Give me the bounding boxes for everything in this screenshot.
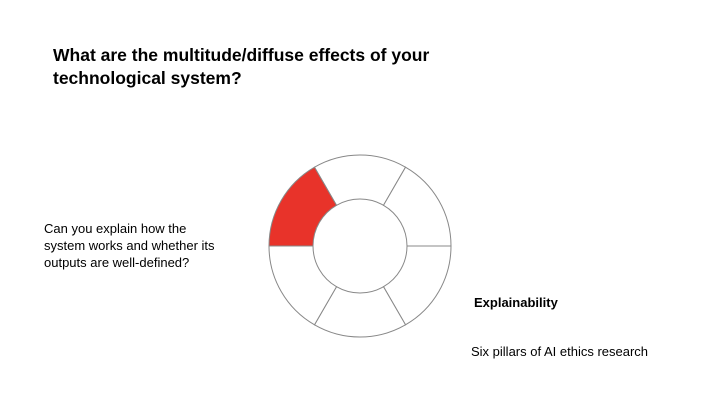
caption: Six pillars of AI ethics research	[471, 344, 649, 359]
highlighted-pillar-label: Explainability	[474, 295, 558, 310]
explainability-question: Can you explain how the system works and…	[44, 220, 260, 271]
wheel-segment-highlighted	[268, 166, 338, 247]
question-line-3: outputs are well-defined?	[44, 255, 190, 270]
question-line-2: system works and whether its	[44, 238, 215, 253]
slide-title: What are the multitude/diffuse effects o…	[53, 45, 430, 88]
question-line-1: Can you explain how the	[44, 221, 187, 236]
